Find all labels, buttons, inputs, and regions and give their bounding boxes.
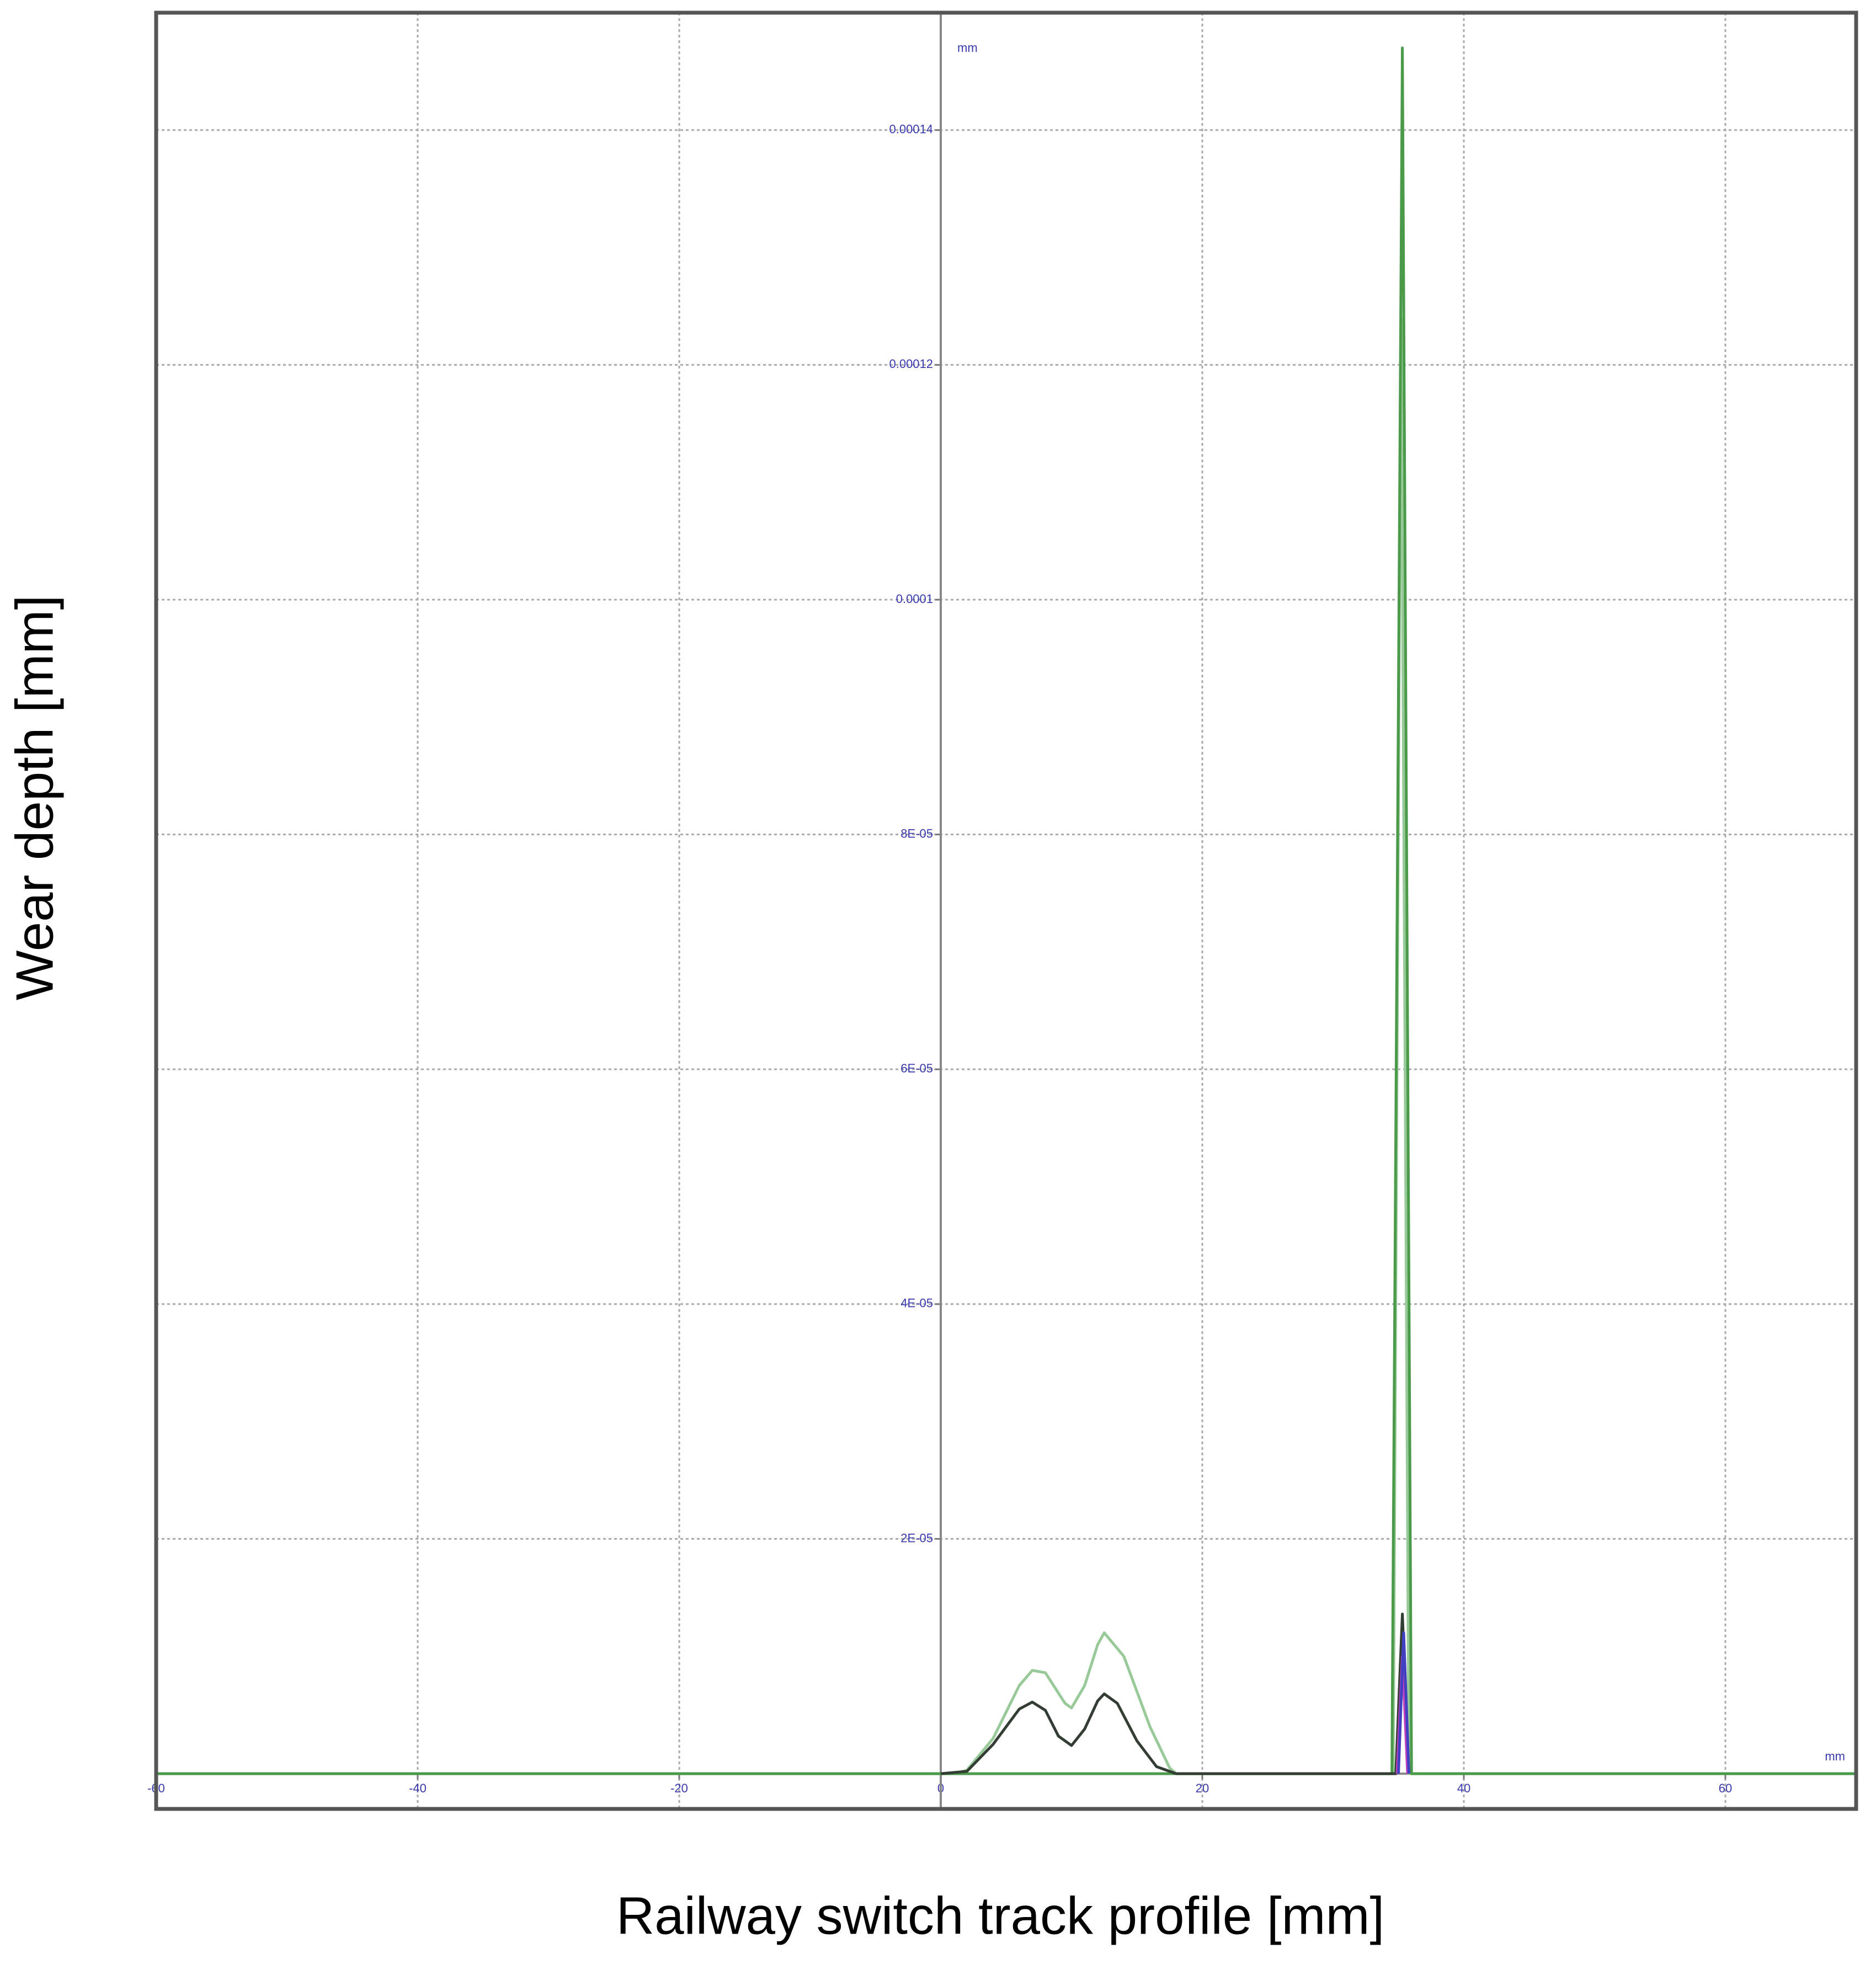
x-unit-label: mm: [1825, 1749, 1845, 1763]
y-tick-label: 0.00012: [889, 357, 933, 371]
series-line: [156, 316, 1856, 1775]
series-line: [940, 1613, 1410, 1775]
y-tick-label: 0.0001: [896, 592, 933, 606]
y-tick-label: 6E-05: [900, 1061, 933, 1075]
x-tick-label: 40: [1457, 1781, 1470, 1795]
x-axis-label: Railway switch track profile [mm]: [616, 1886, 1384, 1945]
series-line: [1397, 1631, 1410, 1774]
y-tick-label: 2E-05: [900, 1531, 933, 1545]
y-tick-label: 8E-05: [900, 826, 933, 840]
x-tick-label: 20: [1196, 1781, 1209, 1795]
x-tick-label: 60: [1719, 1781, 1732, 1795]
x-tick-label: -40: [409, 1781, 427, 1795]
y-tick-label: 4E-05: [900, 1296, 933, 1310]
plot-frame: [154, 10, 1858, 1811]
y-axis-label: Wear depth [mm]: [5, 595, 64, 1000]
series-line: [156, 46, 1856, 1775]
y-tick-label: 0.00014: [889, 122, 933, 136]
x-tick-label: -20: [670, 1781, 688, 1795]
y-unit-label: mm: [957, 41, 978, 55]
